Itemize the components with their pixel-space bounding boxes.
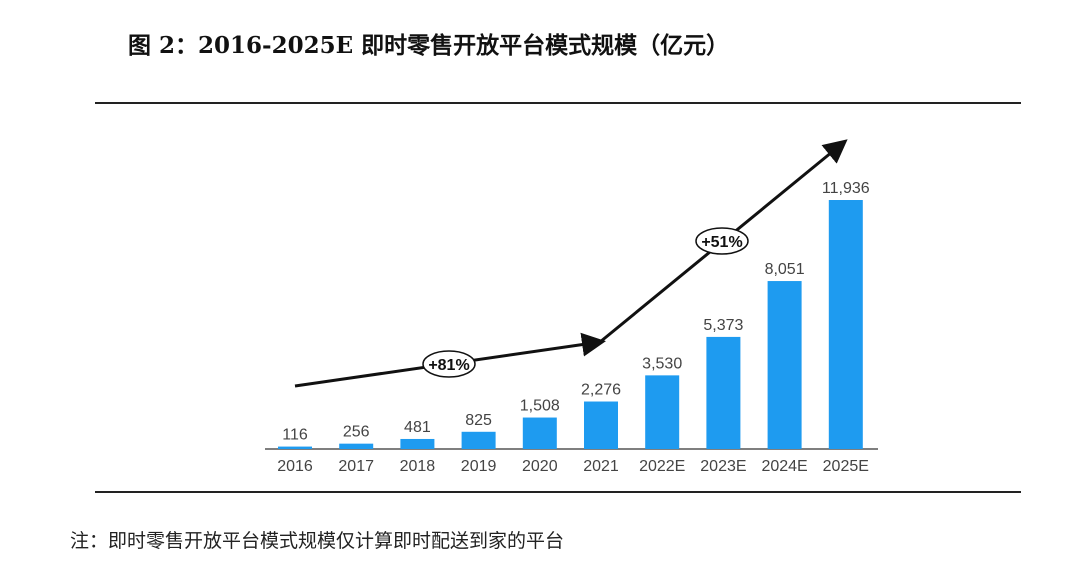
data-label: 256 [343, 424, 370, 441]
x-tick-label: 2021 [583, 458, 619, 475]
bar [828, 200, 863, 449]
x-tick-label: 2025E [823, 458, 869, 475]
data-label: 3,530 [642, 355, 682, 372]
bar [706, 336, 741, 449]
data-label: 116 [282, 427, 308, 444]
chart-title: 图 2：2016-2025E 即时零售开放平台模式规模（亿元） [128, 32, 730, 59]
bar [339, 443, 374, 449]
bar [522, 417, 557, 449]
bar [400, 438, 435, 449]
x-tick-label: 2024E [761, 458, 807, 475]
growth-label: +81% [428, 357, 469, 374]
bar [461, 431, 496, 449]
x-tick-label: 2017 [338, 458, 374, 475]
x-tick-label: 2022E [639, 458, 685, 475]
growth-ellipse [422, 350, 476, 378]
data-label: 825 [465, 412, 492, 429]
growth-label: +51% [701, 234, 742, 251]
growth-ellipse [695, 227, 749, 255]
data-label: 11,936 [822, 180, 870, 197]
data-label: 5,373 [703, 317, 743, 334]
x-tick-label: 2023E [700, 458, 746, 475]
data-label: 481 [404, 419, 431, 436]
data-label: 2,276 [581, 382, 621, 399]
bottom-rule [95, 491, 1021, 493]
bar [767, 281, 802, 449]
x-tick-label: 2020 [522, 458, 558, 475]
x-tick-label: 2018 [400, 458, 436, 475]
bar [584, 401, 618, 449]
x-tick-label: 2019 [461, 458, 497, 475]
data-label: 8,051 [765, 261, 805, 278]
data-label: 1,508 [520, 398, 560, 415]
footnote: 注：即时零售开放平台模式规模仅计算即时配送到家的平台 [70, 530, 565, 552]
bar [645, 375, 680, 449]
x-tick-label: 2016 [277, 458, 313, 475]
bar [278, 446, 312, 449]
top-rule [95, 102, 1021, 104]
